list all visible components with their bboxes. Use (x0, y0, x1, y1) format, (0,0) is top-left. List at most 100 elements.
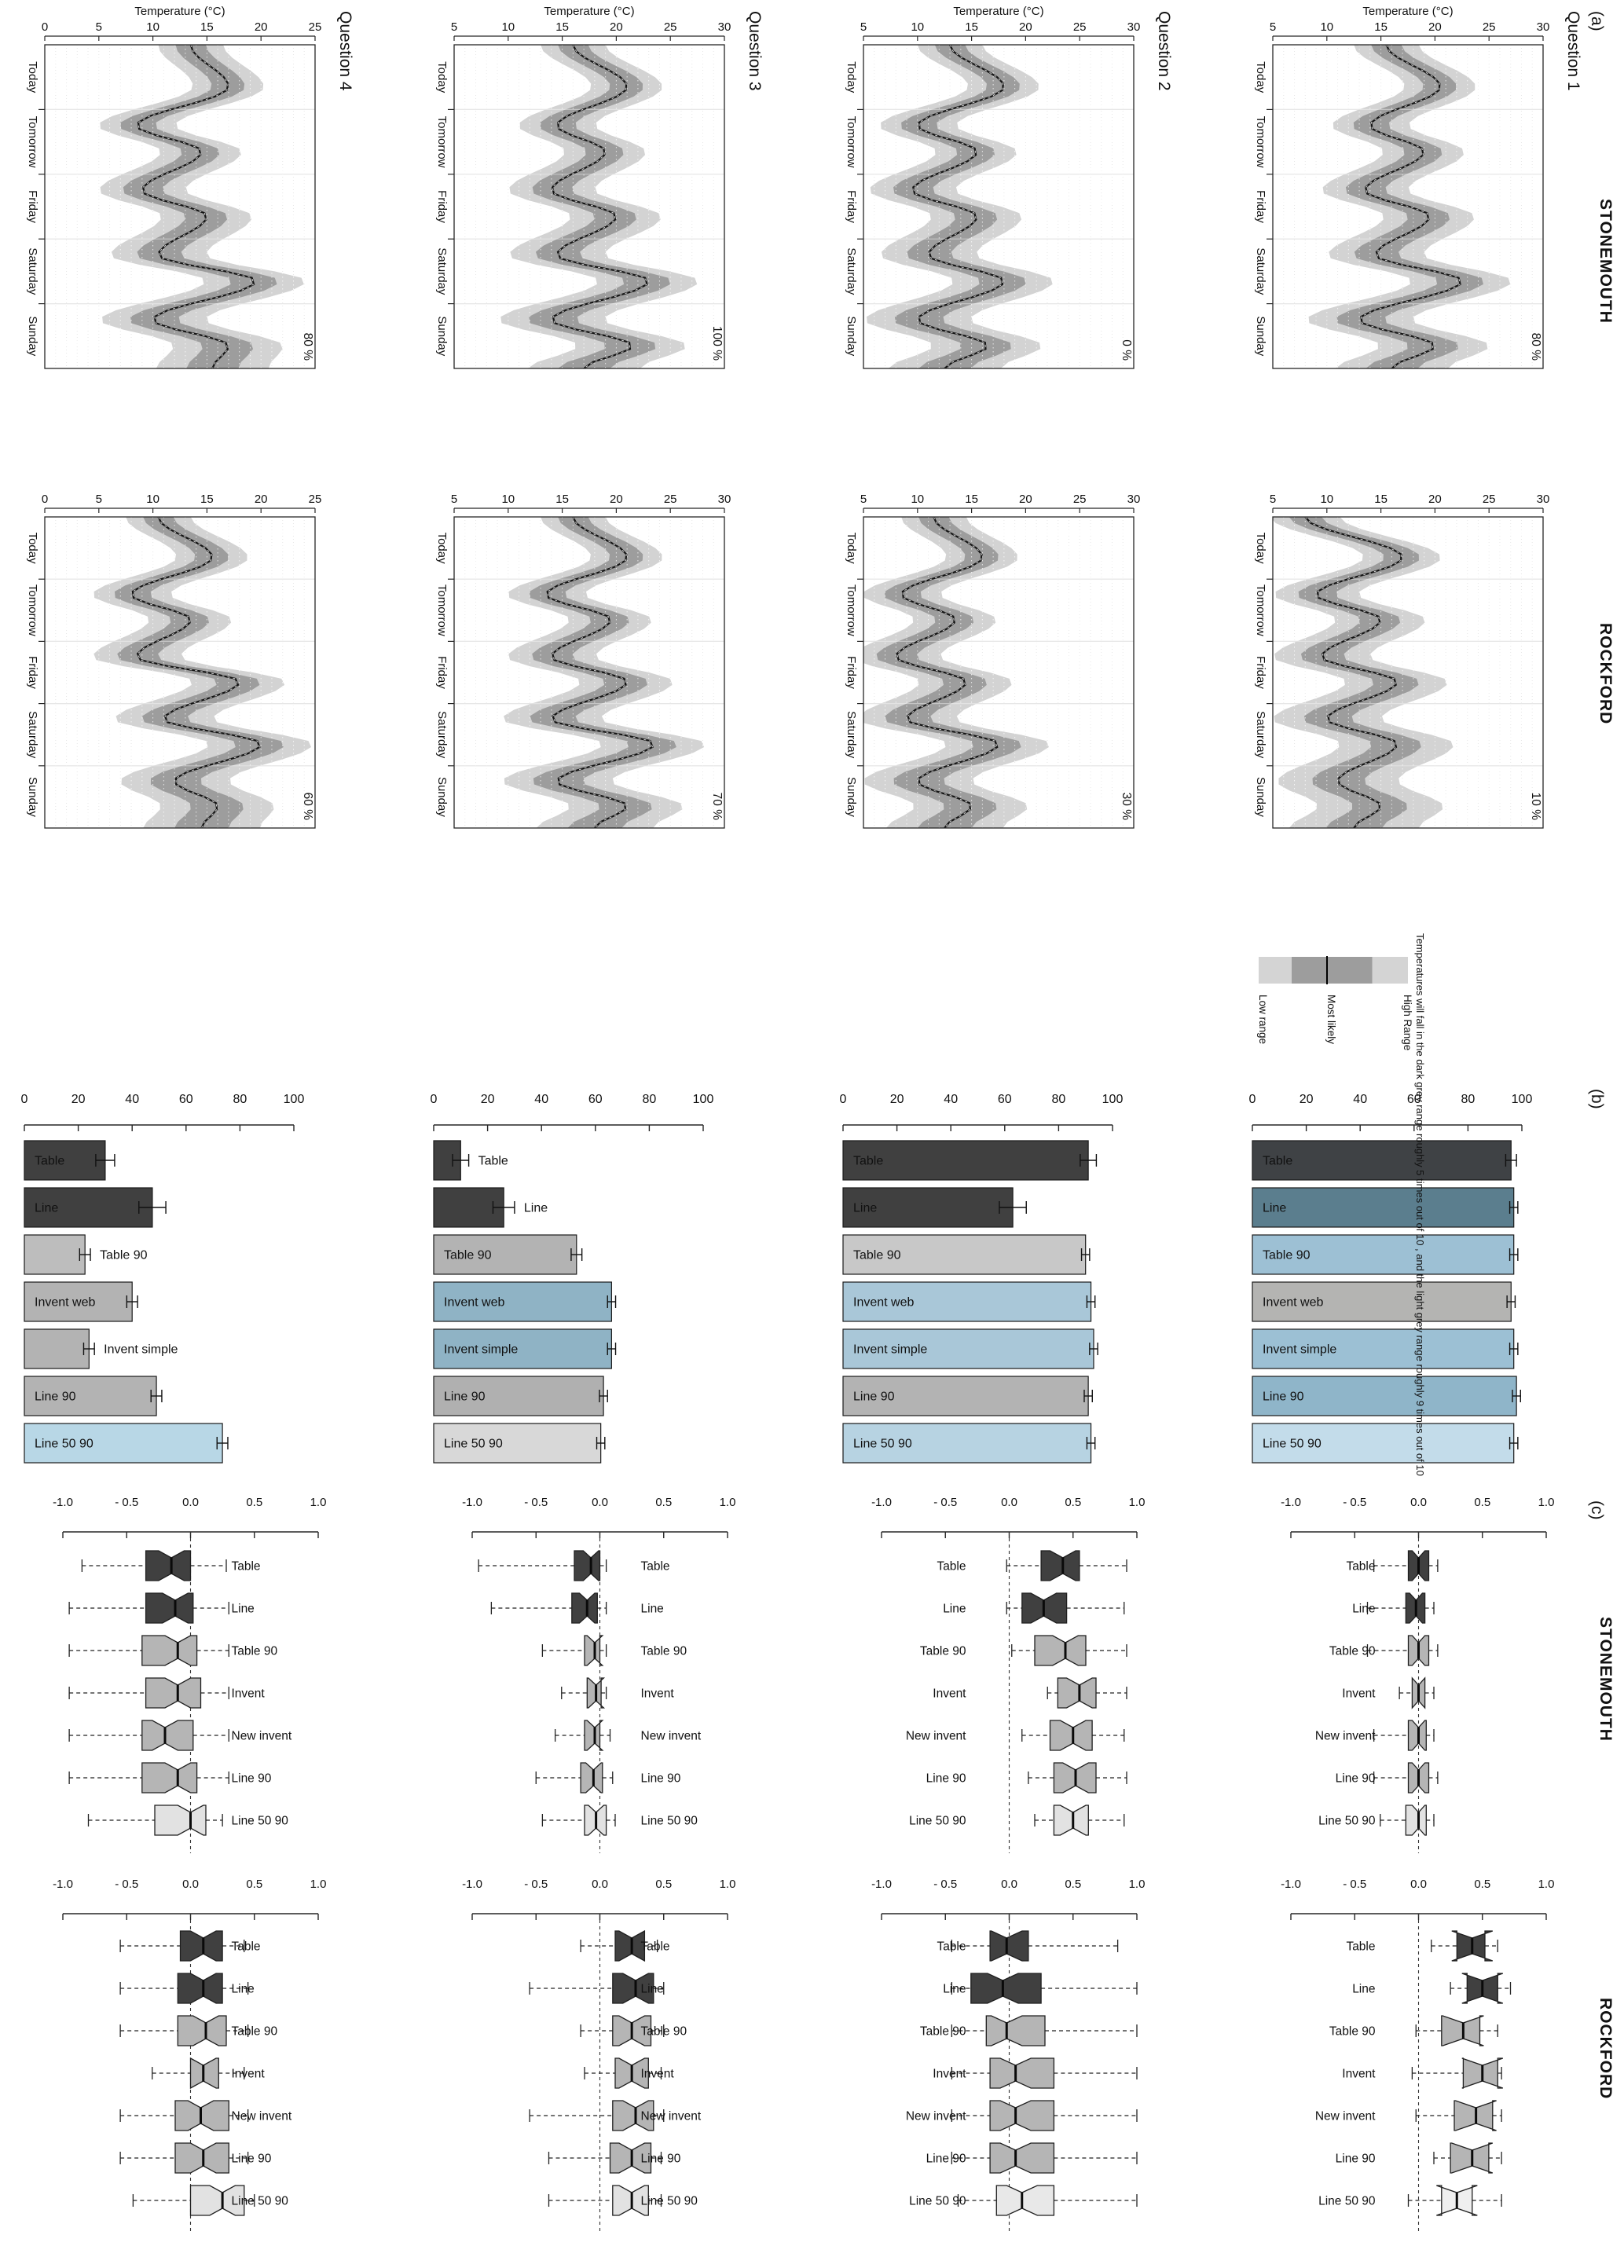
svg-text:Line: Line (232, 1603, 255, 1616)
plot-area (454, 517, 724, 828)
day-label: Saturday (1254, 247, 1267, 295)
svg-text:0.5: 0.5 (655, 1878, 672, 1891)
plot-area (1273, 45, 1543, 368)
svg-text:Invent: Invent (933, 2068, 966, 2081)
svg-text:Table 90: Table 90 (641, 1645, 687, 1658)
svg-text:Line 90: Line 90 (926, 1772, 966, 1786)
svg-text:Invent simple: Invent simple (853, 1343, 927, 1357)
svg-text:5: 5 (860, 20, 867, 34)
svg-text:0.5: 0.5 (246, 1496, 262, 1509)
box-line-50-90 (154, 1805, 207, 1836)
fan-chart-rockford-question-3: 5 10 15 20 25 30 Today Tomorrow Friday Saturday Su… (435, 493, 731, 829)
svg-text:15: 15 (200, 493, 214, 506)
svg-text:10: 10 (146, 493, 159, 506)
day-label: Friday (1254, 656, 1267, 689)
svg-text:Invent web: Invent web (35, 1296, 95, 1310)
box-invent (189, 2057, 219, 2090)
box-line-50-90 (995, 2185, 1055, 2216)
svg-text:Invent web: Invent web (444, 1296, 504, 1310)
svg-text:100: 100 (1102, 1093, 1124, 1106)
day-label: Saturday (435, 711, 449, 759)
legend-gradient-bar (1259, 956, 1408, 984)
box-new-invent (141, 1720, 194, 1751)
svg-text:100: 100 (693, 1093, 714, 1106)
svg-text:-1.0: -1.0 (1281, 1496, 1301, 1509)
bar-chart-question-1: 0 20 40 60 80 100 Table Line Table 90 Invent web I… (1249, 1093, 1533, 1464)
box-line-50-90 (189, 2185, 245, 2216)
svg-text:15: 15 (965, 493, 978, 506)
svg-text:20: 20 (255, 20, 268, 34)
bar-invent-simple (842, 1328, 1094, 1369)
svg-text:100: 100 (1512, 1093, 1533, 1106)
svg-text:0.0: 0.0 (592, 1878, 608, 1891)
day-label: Saturday (26, 711, 39, 759)
svg-text:- 0.5: - 0.5 (1343, 1496, 1366, 1509)
svg-text:25: 25 (664, 493, 677, 506)
svg-text:0: 0 (42, 20, 48, 34)
plot-area (454, 45, 724, 368)
svg-text:20: 20 (1300, 1093, 1314, 1106)
day-label: Tomorrow (26, 584, 39, 636)
svg-text:Line 50 90: Line 50 90 (1318, 2195, 1376, 2208)
percent-label: 60 % (301, 793, 314, 821)
day-label: Sunday (435, 777, 449, 817)
svg-text:80: 80 (233, 1093, 247, 1106)
svg-text:Line: Line (943, 1603, 966, 1616)
bar-chart-question-4: 0 20 40 60 80 100 Table Line Table 90 Invent web I… (21, 1093, 304, 1464)
bar-line-90 (433, 1376, 604, 1416)
box-table (574, 1550, 601, 1581)
percent-label: 80 % (1529, 333, 1542, 361)
box-table (145, 1550, 192, 1581)
svg-text:60: 60 (998, 1093, 1012, 1106)
svg-text:Line: Line (943, 1983, 966, 1996)
plot-area (1273, 517, 1543, 828)
plot-area (863, 45, 1134, 368)
svg-text:Line 90: Line 90 (926, 2153, 966, 2166)
box-line (612, 1973, 654, 2004)
svg-text:Table 90: Table 90 (1263, 1249, 1311, 1262)
day-label: Friday (435, 190, 449, 223)
svg-text:15: 15 (965, 20, 978, 34)
box-plot-rockford-question-4: -1.0 - 0.5 0.0 0.5 1.0 Table Line Table 90 Inven… (53, 1878, 326, 2233)
svg-text:10: 10 (1320, 493, 1333, 506)
svg-text:Line 50 90: Line 50 90 (1318, 1815, 1376, 1828)
svg-text:Table: Table (1346, 1560, 1375, 1574)
day-label: Today (435, 61, 449, 93)
svg-text:Line 50 90: Line 50 90 (35, 1438, 93, 1451)
plot-area (45, 517, 315, 828)
svg-text:40: 40 (125, 1093, 139, 1106)
day-label: Sunday (26, 777, 39, 817)
day-label: Today (1254, 533, 1267, 565)
bar-invent-simple (24, 1328, 90, 1369)
svg-text:Table 90: Table 90 (1329, 2025, 1376, 2039)
day-label: Tomorrow (845, 584, 858, 636)
svg-text:New invent: New invent (1315, 2110, 1376, 2123)
svg-text:-1.0: -1.0 (462, 1878, 482, 1891)
day-label: Tomorrow (1254, 584, 1267, 636)
svg-text:Line: Line (641, 1983, 664, 1996)
box-table (179, 1930, 223, 1962)
svg-text:0.0: 0.0 (1410, 1496, 1427, 1509)
box-plot-stonemouth-question-1: -1.0 - 0.5 0.0 0.5 1.0 Table Line Table 90 Inven… (1281, 1496, 1554, 1853)
box-plot-stonemouth-question-2: -1.0 - 0.5 0.0 0.5 1.0 Table Line Table 90 Inven… (871, 1496, 1145, 1853)
svg-text:Line: Line (232, 1983, 255, 1996)
box-line-50-90 (612, 2185, 649, 2216)
day-label: Sunday (845, 316, 858, 356)
svg-text:20: 20 (71, 1093, 86, 1106)
svg-text:0.0: 0.0 (1410, 1878, 1427, 1891)
day-label: Friday (435, 656, 449, 689)
svg-text:New invent: New invent (906, 2110, 966, 2123)
svg-text:-1.0: -1.0 (462, 1496, 482, 1509)
svg-text:Line: Line (641, 1603, 664, 1616)
day-label: Saturday (845, 247, 858, 295)
svg-text:0.5: 0.5 (1065, 1878, 1081, 1891)
box-new-invent (1407, 1720, 1427, 1751)
svg-text:25: 25 (309, 20, 322, 34)
box-table-90 (1034, 1635, 1087, 1666)
svg-text:Table: Table (853, 1155, 883, 1168)
box-plot-rockford-question-3: -1.0 - 0.5 0.0 0.5 1.0 Table Line Table 90 Inven… (462, 1878, 735, 2233)
svg-text:40: 40 (1353, 1093, 1367, 1106)
percent-label: 100 % (710, 326, 724, 361)
percent-label: 30 % (1120, 793, 1133, 821)
question-4-label: Question 4 (336, 11, 354, 91)
